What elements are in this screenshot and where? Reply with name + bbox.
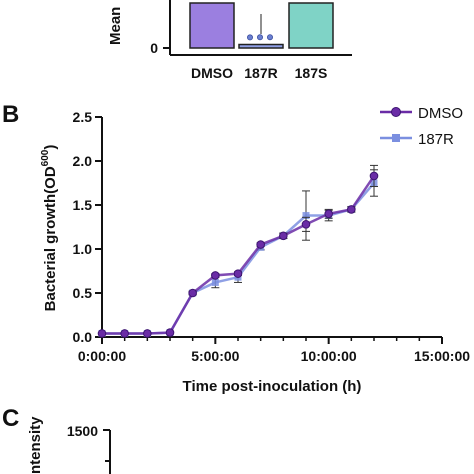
panel-b-letter: B	[2, 101, 19, 128]
bar-187R	[238, 43, 284, 49]
datapoint-DMSO	[369, 171, 379, 181]
datapoint-187R	[256, 34, 263, 41]
datapoint-187R	[246, 34, 253, 41]
legend-label-DMSO: DMSO	[418, 105, 463, 122]
xtick-label: 15:00:00	[414, 348, 470, 364]
category-label-187R: 187R	[244, 65, 277, 81]
panel-a: Mean 0 DMSO 187R 187S	[107, 0, 352, 81]
datapoint-DMSO	[256, 240, 265, 249]
panel-b-xlabel: Time post-inoculation (h)	[183, 378, 362, 395]
panel-a-ytick-label: 0	[150, 40, 158, 56]
bar-187S	[288, 2, 334, 49]
panel-c: ntensity 1500	[27, 416, 111, 474]
xtick-label: 5:00:00	[191, 348, 239, 364]
series-line-187R	[102, 182, 375, 335]
datapoint-DMSO	[233, 269, 243, 278]
panel-a-ylabel: Mean	[107, 7, 124, 45]
ytick-label: 2.0	[73, 153, 93, 169]
series-DMSO	[97, 164, 379, 338]
panel-b: 0.0 0.5 1.0 1.5 2.0 2.5 0:00:00 5:00:00 10:00:00…	[40, 105, 470, 395]
series-187R	[98, 169, 378, 337]
ytick-label: 0.0	[73, 329, 93, 345]
bar-DMSO	[189, 2, 235, 49]
series-line-DMSO	[102, 175, 376, 335]
ytick-label: 0.5	[73, 285, 93, 301]
legend-marker-187R	[392, 134, 400, 142]
datapoint-DMSO	[301, 220, 311, 229]
ytick-label: 1.0	[73, 241, 93, 257]
legend-marker-DMSO	[391, 107, 401, 117]
datapoint-DMSO	[347, 205, 356, 214]
datapoint-DMSO	[120, 329, 129, 338]
datapoint-DMSO	[97, 329, 107, 338]
xtick-label: 10:00:00	[301, 348, 357, 364]
panel-c-ylabel: ntensity	[27, 416, 44, 474]
panel-c-letter: C	[2, 405, 19, 432]
panel-b-ylabel: Bacterial growth(OD600)	[40, 145, 59, 312]
datapoint-DMSO	[279, 231, 288, 241]
datapoint-DMSO	[324, 209, 333, 219]
ytick-label: 2.5	[73, 109, 93, 125]
legend-label-187R: 187R	[418, 131, 454, 148]
datapoint-DMSO	[188, 288, 197, 298]
panel-c-ytick-label: 1500	[67, 423, 98, 439]
ytick-label: 1.5	[73, 197, 93, 213]
category-label-187S: 187S	[295, 65, 328, 81]
datapoint-187R	[211, 278, 219, 286]
category-label-DMSO: DMSO	[191, 65, 233, 81]
datapoint-187R	[302, 212, 310, 220]
datapoint-DMSO	[211, 271, 220, 280]
datapoint-187R	[266, 34, 273, 41]
xtick-label: 0:00:00	[78, 348, 126, 364]
datapoint-DMSO	[143, 329, 152, 338]
datapoint-DMSO	[165, 328, 175, 337]
